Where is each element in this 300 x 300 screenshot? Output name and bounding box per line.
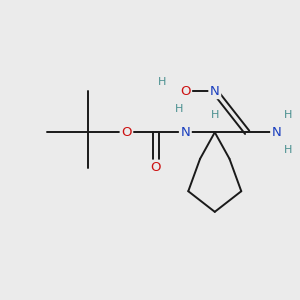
Text: N: N (210, 85, 220, 98)
Text: H: H (158, 77, 166, 87)
Text: N: N (272, 126, 281, 139)
Text: O: O (151, 161, 161, 174)
Text: H: H (284, 110, 292, 120)
Text: H: H (211, 110, 219, 120)
Text: O: O (180, 85, 190, 98)
Text: N: N (181, 126, 190, 139)
Text: O: O (121, 126, 132, 139)
Text: H: H (284, 145, 292, 155)
Text: H: H (175, 104, 184, 114)
